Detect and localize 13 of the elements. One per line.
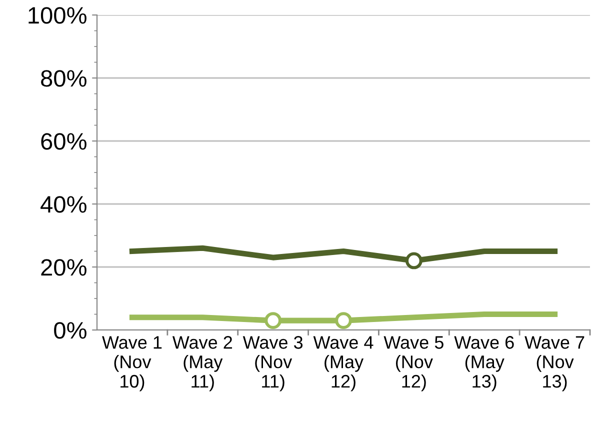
x-tick-label: Wave 7 (Nov 13) — [524, 336, 584, 392]
y-tick-label: 60% — [41, 133, 86, 150]
x-tick-label: Wave 2 (May 11) — [172, 336, 232, 392]
x-tick-label: Wave 4 (May 12) — [313, 336, 374, 392]
y-tick-label: 20% — [41, 259, 86, 276]
y-tick-label: 0% — [54, 322, 86, 339]
x-tick-label: Wave 3 (Nov 11) — [242, 336, 303, 392]
y-tick-label: 100% — [28, 7, 86, 24]
x-tick-label: Wave 5 (Nov 12) — [384, 336, 444, 392]
y-tick-label: 40% — [40, 196, 86, 213]
y-tick-label: 80% — [41, 70, 86, 87]
x-tick-label: Wave 6 (May 13) — [454, 336, 514, 392]
x-tick-label: Wave 1 (Nov 10) — [102, 336, 162, 392]
